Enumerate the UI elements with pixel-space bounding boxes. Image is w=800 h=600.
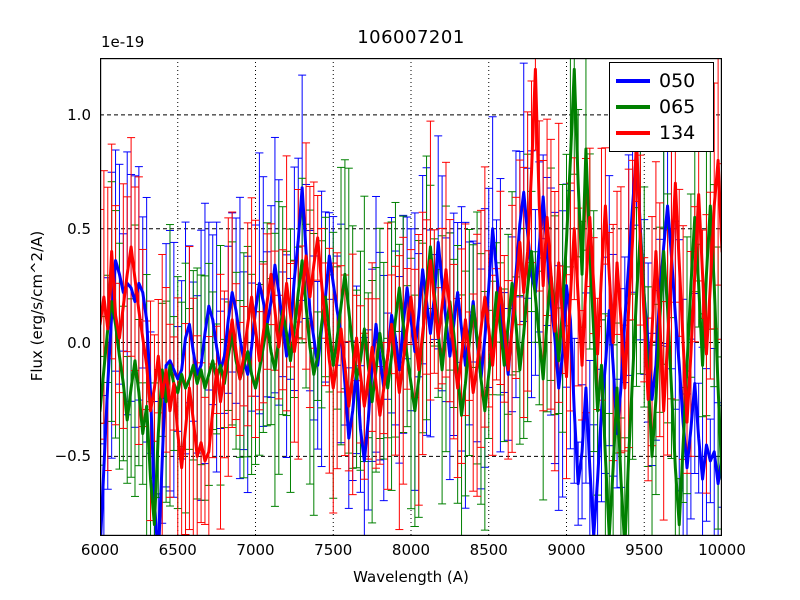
x-tick-label: 9000 — [547, 541, 586, 559]
legend-swatch-icon — [616, 105, 650, 109]
y-tick-label: 1.0 — [67, 105, 91, 124]
x-tick-label: 10000 — [698, 541, 746, 559]
legend: 050 065 134 — [609, 62, 714, 152]
page-title: 106007201 — [357, 27, 465, 48]
legend-item-065[interactable]: 065 — [616, 94, 707, 120]
legend-swatch-icon — [616, 131, 650, 135]
legend-label: 065 — [659, 95, 696, 118]
legend-swatch-icon — [616, 79, 650, 83]
series-group — [100, 58, 722, 536]
x-tick-label: 7000 — [236, 541, 275, 559]
plot-area — [100, 58, 722, 536]
legend-item-134[interactable]: 134 — [616, 120, 707, 146]
legend-label: 134 — [659, 121, 696, 144]
x-tick-label: 8000 — [391, 541, 431, 559]
legend-item-050[interactable]: 050 — [616, 68, 707, 94]
x-tick-label: 6000 — [80, 541, 120, 559]
y-tick-label: 0.5 — [67, 219, 91, 238]
x-tick-label: 9500 — [625, 541, 664, 559]
x-axis-label: Wavelength (A) — [353, 568, 469, 586]
x-tick-label: 7500 — [314, 541, 353, 559]
legend-label: 050 — [659, 69, 696, 92]
y-axis-label: Flux (erg/s/cm^2/A) — [28, 230, 46, 382]
x-tick-label: 6500 — [158, 541, 197, 559]
y-tick-label: 0.0 — [67, 333, 91, 352]
series-line-065 — [100, 67, 722, 536]
series-line-134 — [100, 67, 722, 470]
y-axis-exponent-label: 1e-19 — [101, 33, 145, 51]
y-tick-label: −0.5 — [54, 447, 91, 466]
x-tick-label: 8500 — [469, 541, 508, 559]
